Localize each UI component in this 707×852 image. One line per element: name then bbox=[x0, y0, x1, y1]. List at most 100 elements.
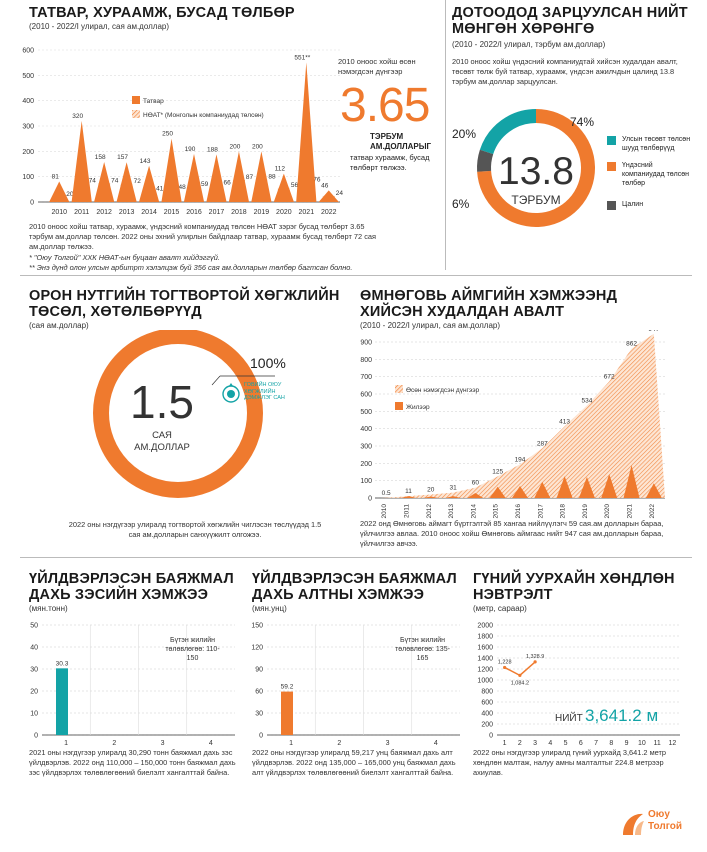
pointer-line bbox=[211, 375, 221, 386]
donut-slice bbox=[477, 109, 595, 227]
y-tick-label: 400 bbox=[481, 711, 493, 718]
gold-guidance: Бүтэн жилийн төлөвлөгөө: 135-165 bbox=[395, 637, 450, 662]
legend-item-national: Үндэсний компаниудад төлсөн төлбөр bbox=[607, 161, 697, 188]
vat-label: 88 bbox=[268, 174, 276, 181]
x-tick-label: 2 bbox=[337, 740, 341, 747]
y-tick-label: 60 bbox=[255, 689, 263, 696]
logo-text: Оюу Толгой bbox=[648, 809, 682, 833]
donut-slice bbox=[479, 109, 537, 155]
x-tick-label: 2019 bbox=[254, 209, 270, 216]
y-tick-label: 300 bbox=[22, 124, 34, 131]
tax-label: 188 bbox=[207, 146, 218, 153]
y-tick-label: 20 bbox=[30, 689, 38, 696]
y-tick-label: 200 bbox=[360, 461, 372, 468]
procurement-note: 2010 оноос хойш үндэсний компаниудтай хи… bbox=[452, 57, 678, 86]
y-tick-label: 900 bbox=[360, 340, 372, 347]
annual-mark bbox=[534, 481, 551, 498]
cumulative-label: 125 bbox=[492, 468, 503, 475]
procurement-pct-salary: 6% bbox=[452, 197, 470, 211]
vat-label: 74 bbox=[89, 177, 97, 184]
y-tick-label: 50 bbox=[30, 623, 38, 630]
x-tick-label: 6 bbox=[579, 740, 583, 747]
cumulative-label: 20 bbox=[427, 487, 435, 494]
x-tick-label: 2 bbox=[112, 740, 116, 747]
x-tick-label: 12 bbox=[668, 740, 676, 747]
bar bbox=[281, 691, 293, 735]
y-tick-label: 500 bbox=[22, 73, 34, 80]
x-tick-label: 2013 bbox=[448, 504, 455, 519]
gold-subtitle: (мян.унц) bbox=[252, 604, 287, 613]
x-tick-label: 2012 bbox=[426, 504, 433, 519]
copper-chart: 0 10 20 30 40 50 1 30.3 2 3 4 bbox=[30, 623, 235, 747]
tax-spikes bbox=[49, 62, 339, 203]
x-tick-label: 2016 bbox=[186, 209, 202, 216]
cumulative-label: 11 bbox=[405, 488, 412, 495]
x-tick-label: 2015 bbox=[164, 209, 180, 216]
sustainable-ring bbox=[93, 330, 275, 498]
annual-mark bbox=[601, 474, 618, 498]
tax-label: 158 bbox=[95, 154, 106, 161]
logo-text-3: ДЭМЖЛЭГ САН bbox=[244, 395, 285, 401]
y-tick-label: 1200 bbox=[477, 667, 493, 674]
bar-value-label: 59.2 bbox=[281, 684, 294, 691]
x-tick-label: 2012 bbox=[96, 209, 112, 216]
y-tick-label: 100 bbox=[22, 174, 34, 181]
legend-label-tax: Татвар bbox=[143, 98, 164, 105]
annual-mark bbox=[578, 477, 595, 498]
vat-label: 48 bbox=[179, 184, 187, 191]
y-tick-label: 300 bbox=[360, 444, 372, 451]
y-tick-label: 600 bbox=[360, 392, 372, 399]
x-tick-label: 2018 bbox=[231, 209, 247, 216]
y-tick-label: 1000 bbox=[477, 678, 493, 685]
taxes-big-number: 3.65 bbox=[340, 79, 430, 132]
tax-label: 250 bbox=[162, 131, 173, 138]
annual-mark bbox=[512, 486, 528, 498]
sustainable-center-value: 1.5 bbox=[130, 376, 194, 428]
y-tick-label: 0 bbox=[34, 733, 38, 740]
x-tick-label: 5 bbox=[564, 740, 568, 747]
copper-subtitle: (мян.тонн) bbox=[29, 604, 68, 613]
oyu-tolgoi-logo-icon bbox=[623, 813, 644, 835]
annual-mark bbox=[623, 465, 640, 498]
tax-label: 81 bbox=[52, 173, 60, 180]
x-tick-label: 10 bbox=[638, 740, 646, 747]
procurement-pct-salary-budget: 20% bbox=[452, 127, 477, 141]
unit-line-2: АМ.ДОЛЛАР bbox=[134, 442, 190, 453]
x-tick-label: 2014 bbox=[141, 209, 157, 216]
y-tick-label: 40 bbox=[30, 645, 38, 652]
y-tick-label: 30 bbox=[255, 711, 263, 718]
legend-item-budget: Улсын төсөвт төлсөн шууд төлбөрүүд bbox=[607, 135, 697, 153]
annual-mark bbox=[445, 496, 462, 498]
copper-title: ҮЙЛДВЭРЛЭСЭН БАЯЖМАЛ ДАХЬ ЗЭСИЙН ХЭМЖЭЭ bbox=[29, 571, 234, 603]
logo-line-1: Оюу bbox=[648, 809, 670, 820]
cumulative-label: 672 bbox=[604, 374, 615, 381]
bar bbox=[56, 668, 68, 735]
x-tick-label: 2021 bbox=[299, 209, 315, 216]
y-tick-label: 400 bbox=[360, 426, 372, 433]
x-tick-label: 2020 bbox=[276, 209, 292, 216]
shaft-subtitle: (метр, сараар) bbox=[473, 604, 527, 613]
taxes-title: ТАТВАР, ХУРААМЖ, БУСАД ТӨЛБӨР bbox=[29, 5, 295, 21]
x-tick-label: 2017 bbox=[209, 209, 225, 216]
bar-value-label: 30.3 bbox=[56, 660, 69, 667]
procurement-center-unit: ТЭРБУМ bbox=[511, 193, 561, 207]
unit-line-1: САЯ bbox=[152, 430, 172, 441]
cumulative-label: 534 bbox=[581, 397, 592, 404]
shaft-point bbox=[518, 673, 522, 677]
vat-label: 56 bbox=[291, 182, 299, 189]
legend-label-cumulative: Өсөн нэмэгдсэн дүнгээр bbox=[406, 387, 480, 394]
vat-label: 74 bbox=[111, 177, 119, 184]
y-tick-label: 200 bbox=[22, 149, 34, 156]
shaft-point bbox=[533, 660, 537, 664]
vat-label: 59 bbox=[201, 181, 209, 188]
y-tick-label: 2000 bbox=[477, 623, 493, 630]
y-tick-label: 700 bbox=[360, 374, 372, 381]
y-tick-label: 150 bbox=[251, 623, 263, 630]
cumulative-label: 0.5 bbox=[382, 490, 391, 497]
donut-slice bbox=[477, 149, 494, 172]
annual-mark bbox=[556, 476, 573, 498]
shaft-title: ГҮНИЙ УУРХАЙН ХӨНДЛӨН НЭВТРЭЛТ bbox=[473, 571, 675, 603]
x-tick-label: 4 bbox=[548, 740, 552, 747]
y-tick-label: 90 bbox=[255, 667, 263, 674]
